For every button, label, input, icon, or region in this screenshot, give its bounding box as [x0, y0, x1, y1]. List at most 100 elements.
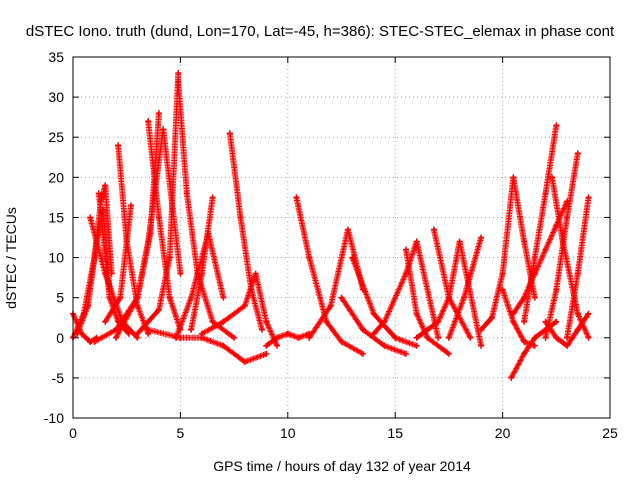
data-point — [413, 342, 420, 349]
data-point — [259, 326, 266, 333]
data-point — [338, 294, 345, 301]
data-point — [134, 294, 141, 301]
y-tick-label: 20 — [48, 169, 64, 185]
data-point — [521, 318, 528, 325]
data-point — [564, 342, 571, 349]
series-21 — [349, 254, 420, 349]
data-point — [531, 270, 538, 277]
data-point — [521, 350, 528, 357]
x-tick-label: 0 — [69, 425, 77, 441]
data-point — [306, 254, 313, 261]
data-point — [542, 334, 549, 341]
series-7 — [102, 202, 134, 325]
data-point — [370, 330, 377, 337]
data-point — [424, 326, 431, 333]
series-10 — [134, 70, 182, 337]
data-point — [488, 314, 495, 321]
data-point — [574, 310, 581, 317]
data-point — [102, 318, 109, 325]
data-point — [553, 286, 560, 293]
data-point — [74, 330, 81, 337]
data-point — [531, 254, 538, 261]
data-point — [435, 318, 442, 325]
data-point — [106, 294, 113, 301]
data-point — [392, 334, 399, 341]
y-tick-label: 10 — [48, 250, 64, 266]
x-tick-label: 20 — [495, 425, 511, 441]
data-point — [424, 334, 431, 341]
data-point — [87, 214, 94, 221]
data-point — [531, 334, 538, 341]
data-point — [155, 110, 162, 117]
plot-frame — [72, 56, 611, 419]
data-point — [510, 318, 517, 325]
data-point — [478, 234, 485, 241]
y-tick-label: 25 — [48, 129, 64, 145]
y-tick-label: -10 — [44, 410, 64, 426]
series-markers — [293, 194, 365, 357]
data-marks — [70, 70, 592, 381]
data-point — [173, 334, 180, 341]
series-25 — [430, 226, 474, 341]
data-point — [542, 190, 549, 197]
data-point — [155, 306, 162, 313]
data-point — [359, 350, 366, 357]
data-point — [413, 238, 420, 245]
data-point — [521, 238, 528, 245]
series-35 — [542, 310, 592, 349]
data-point — [564, 334, 571, 341]
data-point — [359, 326, 366, 333]
data-point — [209, 194, 216, 201]
series-markers — [175, 78, 236, 340]
y-tick-label: 15 — [48, 209, 64, 225]
data-point — [284, 330, 291, 337]
series-16 — [226, 130, 266, 333]
series-17 — [263, 330, 313, 349]
data-point — [585, 334, 592, 341]
data-point — [295, 334, 302, 341]
data-point — [252, 270, 259, 277]
data-point — [117, 294, 124, 301]
series-26 — [445, 234, 485, 341]
data-point — [177, 270, 184, 277]
y-tick-label: 5 — [56, 290, 64, 306]
data-point — [112, 334, 119, 341]
data-point — [413, 334, 420, 341]
data-point — [553, 318, 560, 325]
data-point — [549, 174, 556, 181]
series-20 — [338, 294, 409, 357]
series-markers — [499, 286, 537, 349]
data-point — [241, 358, 248, 365]
data-point — [402, 350, 409, 357]
y-tick-label: 30 — [48, 89, 64, 105]
data-point — [237, 214, 244, 221]
data-point — [381, 342, 388, 349]
data-point — [574, 270, 581, 277]
y-axis-label: dSTEC / TECUs — [3, 207, 19, 309]
data-point — [263, 342, 270, 349]
data-point — [155, 214, 162, 221]
data-point — [125, 330, 132, 337]
data-point — [510, 310, 517, 317]
data-point — [499, 270, 506, 277]
data-point — [220, 342, 227, 349]
data-point — [248, 286, 255, 293]
data-point — [542, 246, 549, 253]
data-point — [91, 338, 98, 345]
data-point — [553, 334, 560, 341]
data-point — [413, 310, 420, 317]
data-point — [166, 294, 173, 301]
data-point — [127, 202, 134, 209]
data-point — [456, 238, 463, 245]
data-point — [553, 122, 560, 129]
data-point — [430, 226, 437, 233]
data-point — [381, 318, 388, 325]
data-point — [198, 330, 205, 337]
data-point — [175, 70, 182, 77]
chart-title: dSTEC Iono. truth (dund, Lon=170, Lat=-4… — [26, 23, 615, 40]
series-11 — [175, 78, 238, 341]
data-point — [102, 182, 109, 189]
series-18 — [293, 194, 366, 357]
data-point — [445, 350, 452, 357]
